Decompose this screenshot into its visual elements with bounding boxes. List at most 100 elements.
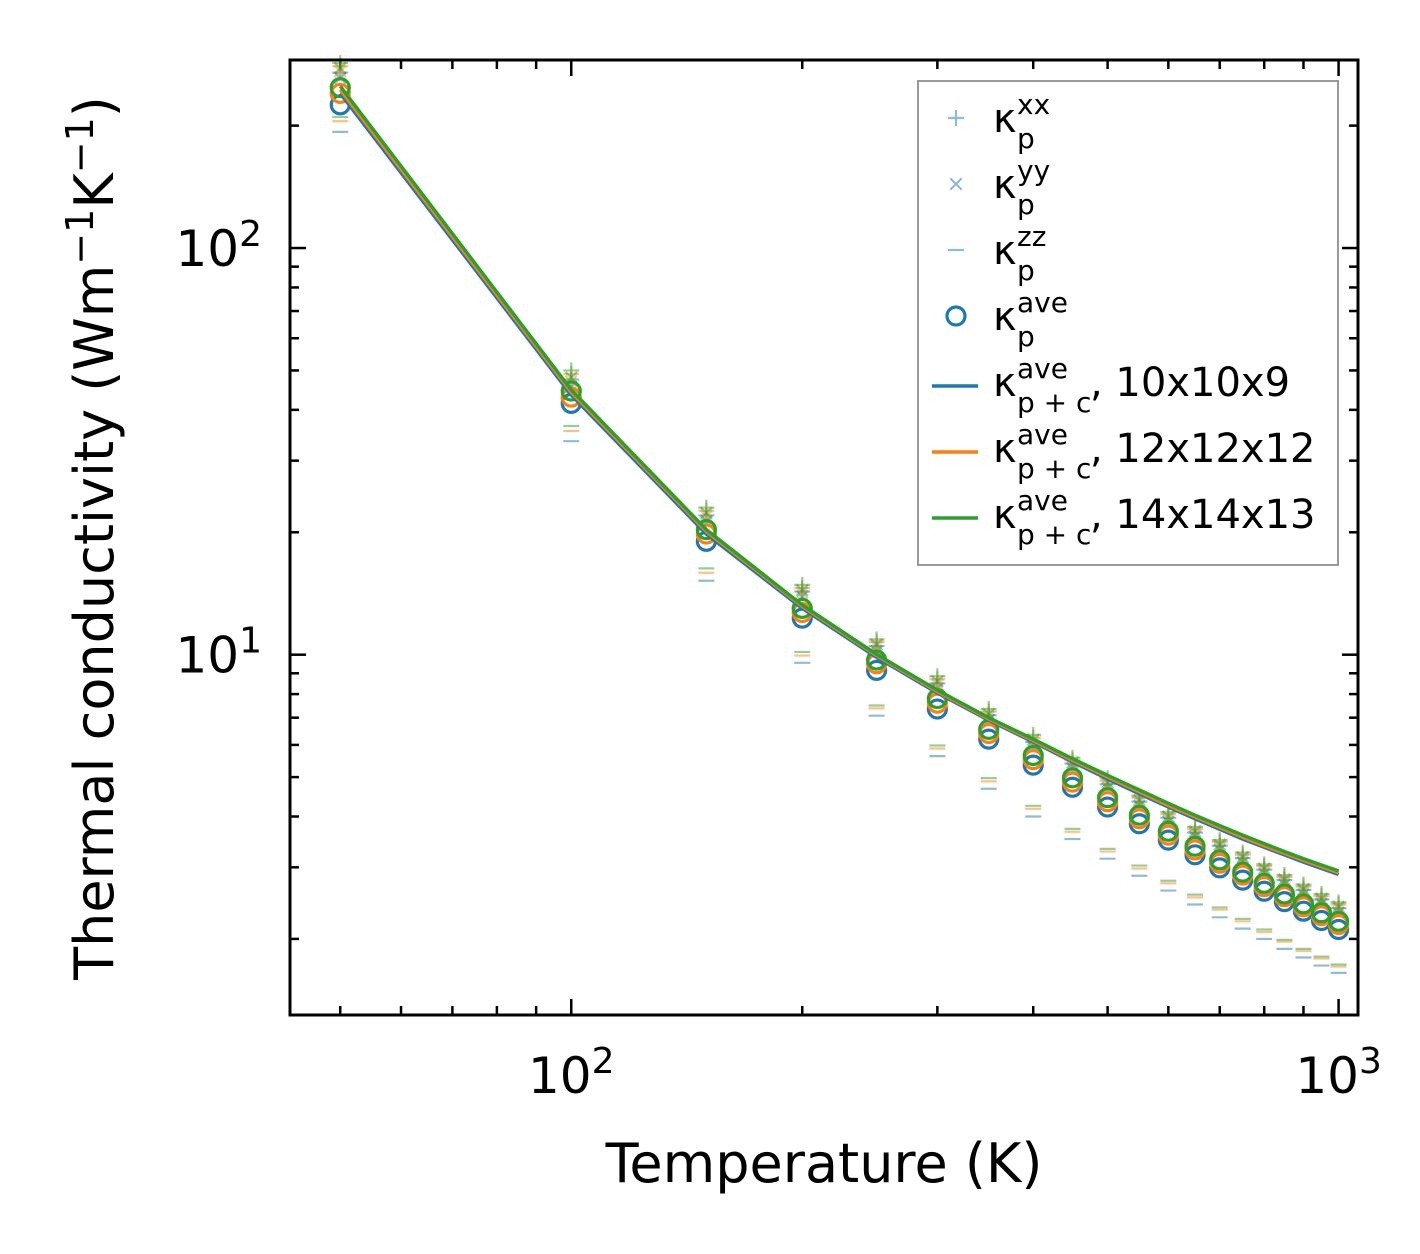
x-tick-label-exp: 2: [592, 1041, 615, 1082]
y-tick-label-exp: 2: [239, 214, 262, 255]
kappa-ave-point: [978, 728, 1000, 750]
kappa-xx-point: [1256, 856, 1273, 873]
kappa-xx-point: [1313, 885, 1330, 902]
legend-label: κzz p: [993, 220, 1046, 287]
kappa-xx-point: [929, 668, 946, 685]
kappa-ave-point: [329, 77, 351, 99]
kappa-xx-point: [1211, 832, 1228, 849]
y-axis-label-sup2: −1: [58, 117, 102, 173]
plot-frame: [288, 58, 1360, 1017]
y-axis-label-main: Thermal conductivity (Wm: [63, 265, 126, 981]
legend-label-sup: ave: [1017, 418, 1068, 451]
y-axis-label-end: ): [63, 96, 126, 117]
legend-label-base: κ: [993, 294, 1017, 340]
kappa-xx-point: [980, 701, 997, 718]
kappa-ave-point: [1022, 744, 1044, 767]
legend-entry: κave p + c, 12x12x12: [932, 418, 1315, 485]
x-axis-label: Temperature (K): [605, 1132, 1043, 1195]
kappa-xx-point: [698, 499, 715, 516]
legend-label: κave p + c, 14x14x13: [993, 484, 1315, 551]
legend-label-sub: p + c: [1017, 386, 1091, 419]
kappa-ave-point: [1061, 767, 1084, 789]
legend-label: κyy p: [993, 154, 1050, 221]
legend-label-sub: p + c: [1017, 452, 1091, 485]
legend-label-base: κ: [993, 360, 1017, 406]
legend-label: κxx p: [993, 88, 1050, 155]
legend-label-base: κ: [993, 492, 1017, 538]
legend-label: κave p: [993, 286, 1068, 353]
kappa-ave-point: [1253, 872, 1275, 894]
legend-entry: κave p: [945, 286, 1068, 353]
legend-label-sup: ave: [1017, 286, 1068, 319]
legend-label-sub: p: [1017, 254, 1035, 287]
kappa-ave-point: [791, 597, 813, 619]
x-tick-label-exp: 3: [1359, 1041, 1382, 1082]
kappa-ave-point: [1209, 849, 1231, 871]
y-tick-label: 101: [175, 621, 262, 685]
kappa-xx-point: [563, 362, 580, 379]
legend-label-sub: p: [1017, 188, 1035, 221]
legend-label-sup: ave: [1017, 484, 1068, 517]
legend-label-sub: p + c: [1017, 518, 1091, 551]
kappa-ave-point: [1157, 820, 1179, 842]
y-tick-label-base: 10: [175, 220, 239, 278]
kappa-xx-point: [332, 55, 349, 72]
y-axis-label: Thermal conductivity (Wm−1K−1): [58, 96, 126, 981]
x-tick-label: 103: [1295, 1041, 1382, 1105]
legend-label-sup: zz: [1017, 220, 1046, 253]
kappa-xx-point: [1295, 876, 1312, 893]
x-tick-label: 102: [528, 1041, 615, 1105]
legend-entry: κave p + c, 10x10x9: [932, 352, 1290, 419]
legend-label-suffix: , 10x10x9: [1090, 360, 1290, 406]
y-tick-label: 102: [175, 214, 262, 278]
kappa-xx-point: [1234, 844, 1251, 861]
kappa-xx-point: [1276, 867, 1293, 884]
legend-label-base: κ: [993, 96, 1017, 142]
kappa-xx-point: [868, 631, 885, 648]
legend-marker: [948, 110, 964, 126]
kappa-ave-point: [1327, 910, 1350, 932]
legend-marker: [949, 177, 963, 191]
legend-label-sup: yy: [1017, 154, 1050, 187]
legend-label-sup: xx: [1017, 88, 1050, 121]
legend-label-base: κ: [993, 228, 1017, 274]
kappa-ave-point: [329, 82, 351, 105]
y-axis-label-mid: K: [63, 172, 126, 209]
legend-frame: [917, 80, 1339, 566]
legend-entry: κxx p: [948, 88, 1050, 155]
kappa-xx-point: [1330, 894, 1347, 911]
kappa-xx-point: [794, 576, 811, 593]
legend-label-sub: p: [1017, 320, 1035, 353]
kappa-ave-point: [926, 698, 948, 720]
legend-label-suffix: , 14x14x13: [1090, 492, 1315, 538]
legend-label-base: κ: [993, 162, 1017, 208]
y-axis-label-sup1: −1: [58, 209, 102, 265]
x-tick-label-base: 10: [528, 1047, 592, 1105]
y-tick-label-exp: 1: [239, 621, 262, 662]
kappa-ave-point: [695, 519, 717, 541]
legend-label-sup: ave: [1017, 352, 1068, 385]
legend-entry: κave p + c, 14x14x13: [932, 484, 1315, 551]
legend-marker: [945, 305, 967, 327]
legend-label: κave p + c, 12x12x12: [993, 418, 1315, 485]
kappa-pc-line-14x14x13: [338, 85, 1340, 873]
legend-label-suffix: , 12x12x12: [1090, 426, 1315, 472]
kappa-ave-point: [560, 380, 582, 402]
kappa-ave-point: [1184, 835, 1206, 857]
kappa-ave-point: [866, 659, 888, 681]
legend-label: κave p + c, 10x10x9: [993, 352, 1290, 419]
legend-label-sub: p: [1017, 122, 1035, 155]
legend-label-base: κ: [993, 426, 1017, 472]
series-14x14x13: [329, 55, 1350, 966]
kappa-ave-point: [1096, 787, 1119, 809]
legend-entry: κzz p: [948, 220, 1046, 287]
kappa-ave-point: [1232, 861, 1254, 883]
kappa-xx-point: [1187, 818, 1204, 835]
y-tick-label-base: 10: [175, 627, 239, 685]
plot-area: [329, 55, 1350, 974]
kappa-ave-point: [1310, 902, 1333, 924]
kappa-ave-point: [1128, 804, 1150, 826]
